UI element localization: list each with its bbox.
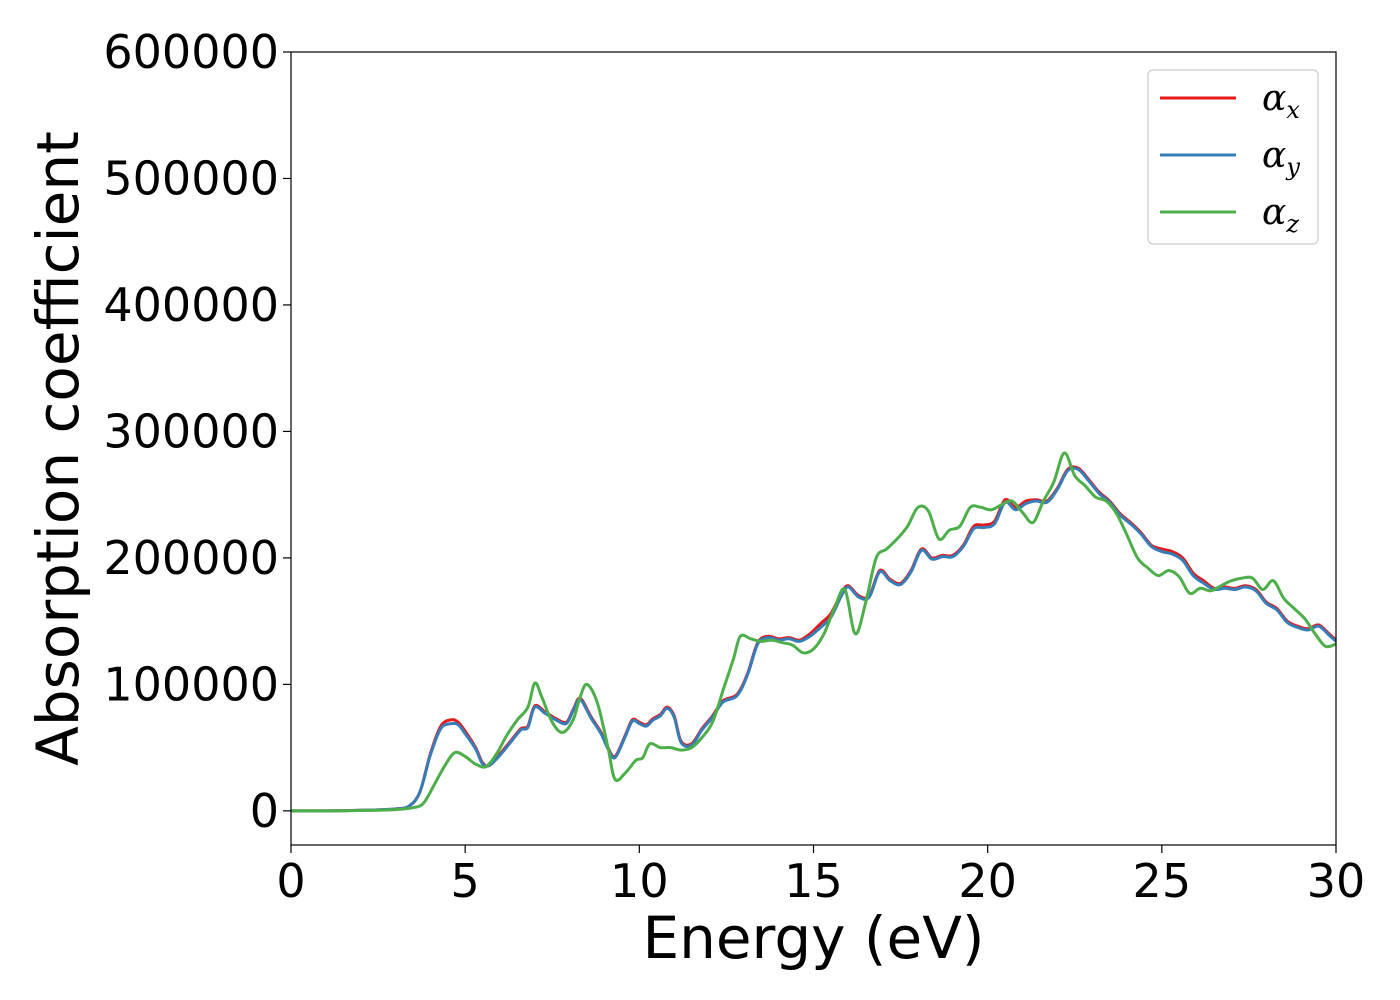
x-tick-label: 10 [610, 854, 669, 908]
plot-frame [290, 51, 1337, 846]
x-axis-ticks: 0 5 10 15 20 25 30 [276, 845, 1365, 908]
series-layer [290, 451, 1338, 813]
x-tick-label: 0 [276, 854, 305, 908]
y-tick-label: 600000 [103, 25, 279, 79]
x-tick-label: 5 [451, 854, 480, 908]
y-axis-ticks: 0 100000 200000 300000 400000 500000 600000 [103, 25, 291, 838]
legend-entry-alpha-x: αx [1262, 78, 1300, 124]
y-tick-label: 500000 [103, 151, 279, 205]
x-tick-label: 20 [958, 854, 1017, 908]
legend-entry-alpha-y: αy [1262, 135, 1300, 181]
x-tick-label: 30 [1307, 854, 1366, 908]
y-tick-label: 400000 [103, 278, 279, 332]
y-tick-label: 100000 [103, 657, 279, 711]
legend-entry-subscript: x [1286, 96, 1300, 124]
x-tick-label: 15 [784, 854, 843, 908]
x-tick-label: 25 [1133, 854, 1192, 908]
legend-entry-alpha-z: αz [1262, 192, 1299, 238]
legend-entry-symbol: α [1262, 135, 1286, 176]
y-tick-label: 0 [250, 784, 279, 838]
y-tick-label: 200000 [103, 531, 279, 585]
series-line-alpha-y [290, 466, 1338, 813]
legend-entry-symbol: α [1262, 78, 1286, 119]
legend-box [1147, 69, 1319, 245]
x-axis-label: Energy (eV) [642, 904, 984, 972]
legend-entry-symbol: α [1262, 192, 1286, 233]
series-line-alpha-z [290, 451, 1337, 813]
y-axis-label: Absorption coefficient [24, 131, 92, 766]
y-tick-label: 300000 [103, 404, 279, 458]
legend-entry-subscript: z [1285, 210, 1299, 238]
legend-entry-subscript: y [1285, 153, 1300, 181]
